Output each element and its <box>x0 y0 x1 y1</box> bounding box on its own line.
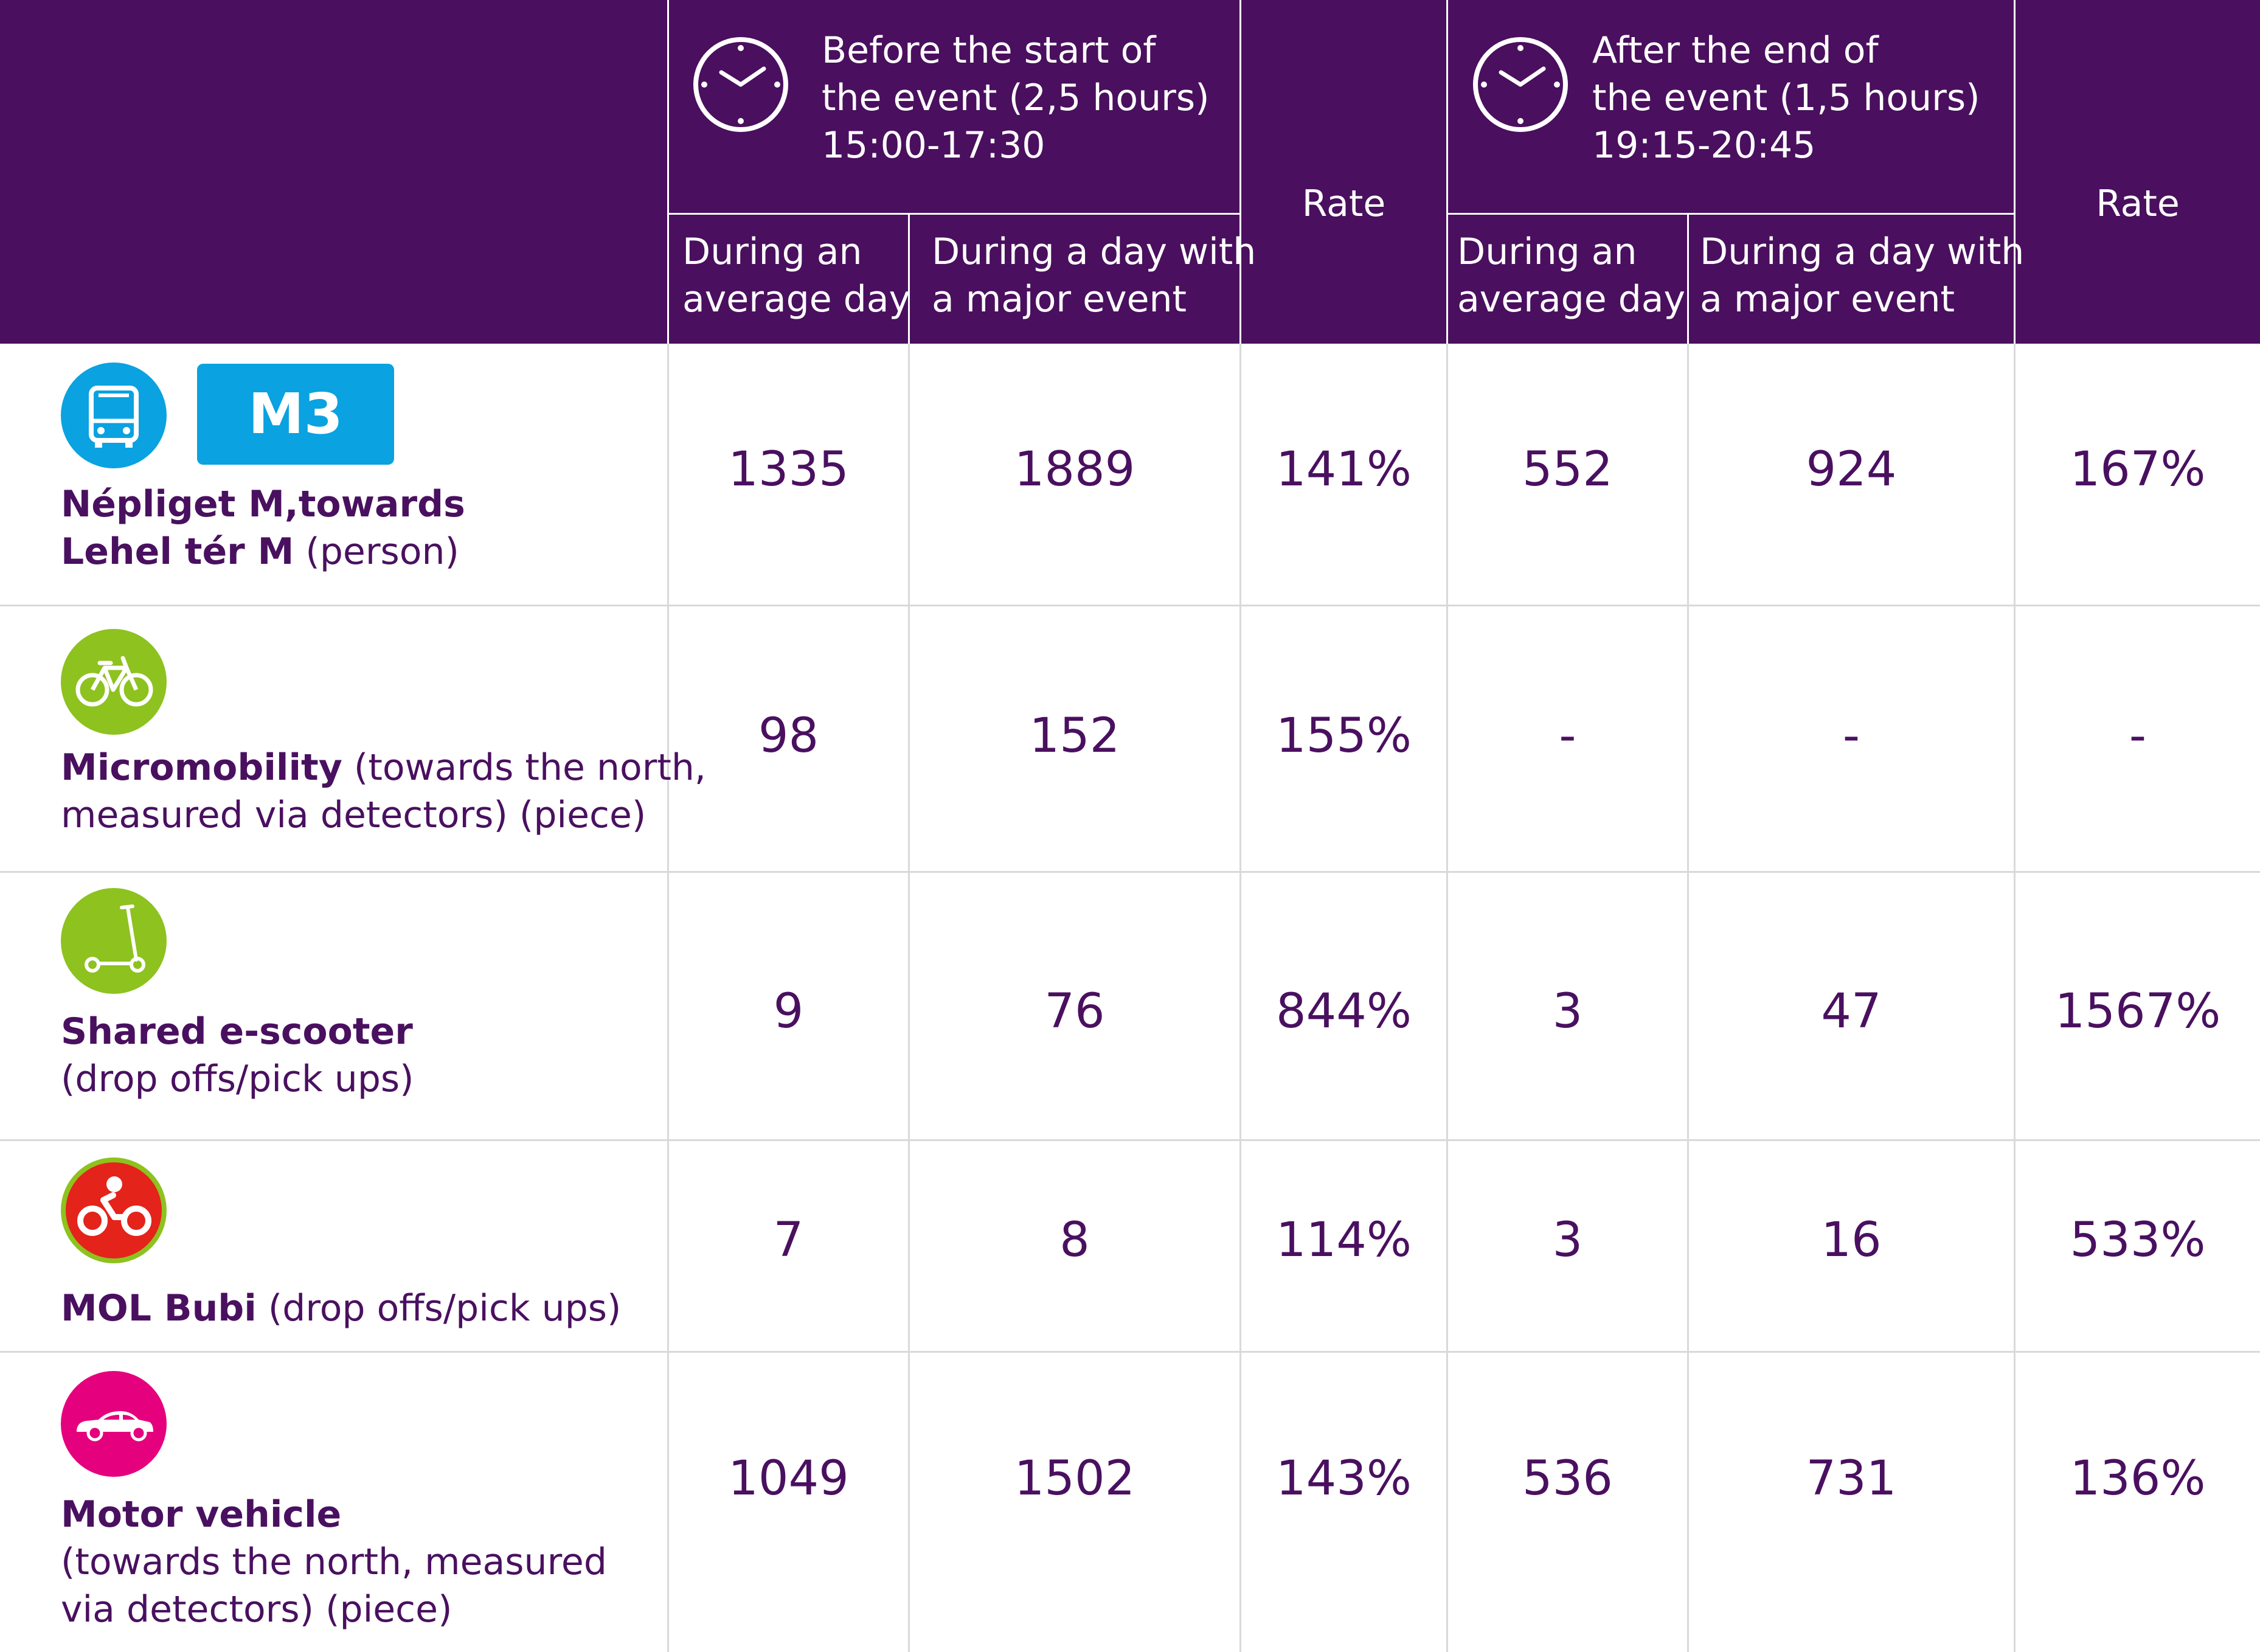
before-event-header: Before the start of the event (2,5 hours… <box>822 29 1210 167</box>
value-after-average: 3 <box>1552 1213 1583 1268</box>
value-after-average: - <box>1559 709 1576 763</box>
grid-line <box>1446 344 1448 1652</box>
row-label: MOL Bubi (drop offs/pick ups) <box>61 1287 622 1330</box>
header-divider <box>667 0 669 344</box>
clock-icon <box>691 35 791 134</box>
before-rate-header: Rate <box>1302 182 1386 225</box>
value-before-rate: 143% <box>1276 1451 1412 1506</box>
mol-bubi-icon <box>61 1157 167 1263</box>
value-before-average: 7 <box>773 1213 804 1268</box>
value-after-major: 924 <box>1806 442 1897 497</box>
row-label: Motor vehicle (towards the north, measur… <box>61 1493 607 1631</box>
value-before-average: 1335 <box>728 442 849 497</box>
value-before-rate: 155% <box>1276 709 1412 763</box>
value-before-major: 152 <box>1029 709 1120 763</box>
m3-line-badge: M3 <box>197 364 394 465</box>
value-after-rate: 533% <box>2070 1213 2206 1268</box>
table-header: Before the start of the event (2,5 hours… <box>0 0 2260 344</box>
after-rate-header: Rate <box>2096 182 2180 225</box>
grid-line <box>0 871 2260 873</box>
value-after-rate: 136% <box>2070 1451 2206 1506</box>
value-after-rate: 1567% <box>2054 984 2221 1039</box>
value-after-major: 16 <box>1821 1213 1882 1268</box>
value-before-average: 9 <box>773 984 804 1039</box>
header-divider <box>908 214 910 344</box>
after-major-event-header: During a day with a major event <box>1700 231 2025 321</box>
before-major-event-header: During a day with a major event <box>932 231 1257 321</box>
value-after-major: - <box>1842 709 1860 763</box>
header-divider <box>667 213 1241 215</box>
grid-line <box>0 605 2260 606</box>
grid-line <box>1687 344 1689 1652</box>
header-divider <box>1239 0 1241 344</box>
header-divider <box>1446 213 2016 215</box>
grid-line <box>0 1351 2260 1353</box>
after-average-day-header: During an average day <box>1457 231 1686 321</box>
value-after-average: 552 <box>1522 442 1613 497</box>
grid-line <box>2014 344 2016 1652</box>
bicycle-icon <box>61 629 167 735</box>
row-label: Micromobility (towards the north, measur… <box>61 746 706 836</box>
grid-line <box>1239 344 1241 1652</box>
value-before-major: 76 <box>1044 984 1105 1039</box>
value-after-rate: - <box>2129 709 2147 763</box>
value-after-average: 3 <box>1552 984 1583 1039</box>
value-before-average: 1049 <box>728 1451 849 1506</box>
grid-line <box>908 344 910 1652</box>
row-label: Shared e-scooter (drop offs/pick ups) <box>61 1010 414 1100</box>
clock-icon <box>1471 35 1570 134</box>
header-divider <box>2014 0 2016 344</box>
value-after-average: 536 <box>1522 1451 1613 1506</box>
value-after-major: 731 <box>1806 1451 1897 1506</box>
after-event-header: After the end of the event (1,5 hours) 1… <box>1592 29 1980 167</box>
value-before-average: 98 <box>758 709 819 763</box>
before-average-day-header: During an average day <box>682 231 911 321</box>
value-before-major: 8 <box>1059 1213 1090 1268</box>
row-label: Népliget M,towards Lehel tér M (person) <box>61 483 465 573</box>
value-before-major: 1889 <box>1014 442 1135 497</box>
grid-line <box>667 344 669 1652</box>
value-before-rate: 141% <box>1276 442 1412 497</box>
value-after-rate: 167% <box>2070 442 2206 497</box>
value-after-major: 47 <box>1821 984 1882 1039</box>
value-before-rate: 844% <box>1276 984 1412 1039</box>
header-divider <box>1687 214 1689 344</box>
scooter-icon <box>61 888 167 994</box>
value-before-major: 1502 <box>1014 1451 1135 1506</box>
value-before-rate: 114% <box>1276 1213 1412 1268</box>
car-icon <box>61 1371 167 1477</box>
bus-icon <box>61 363 167 468</box>
header-divider <box>1446 0 1448 344</box>
grid-line <box>0 1139 2260 1141</box>
